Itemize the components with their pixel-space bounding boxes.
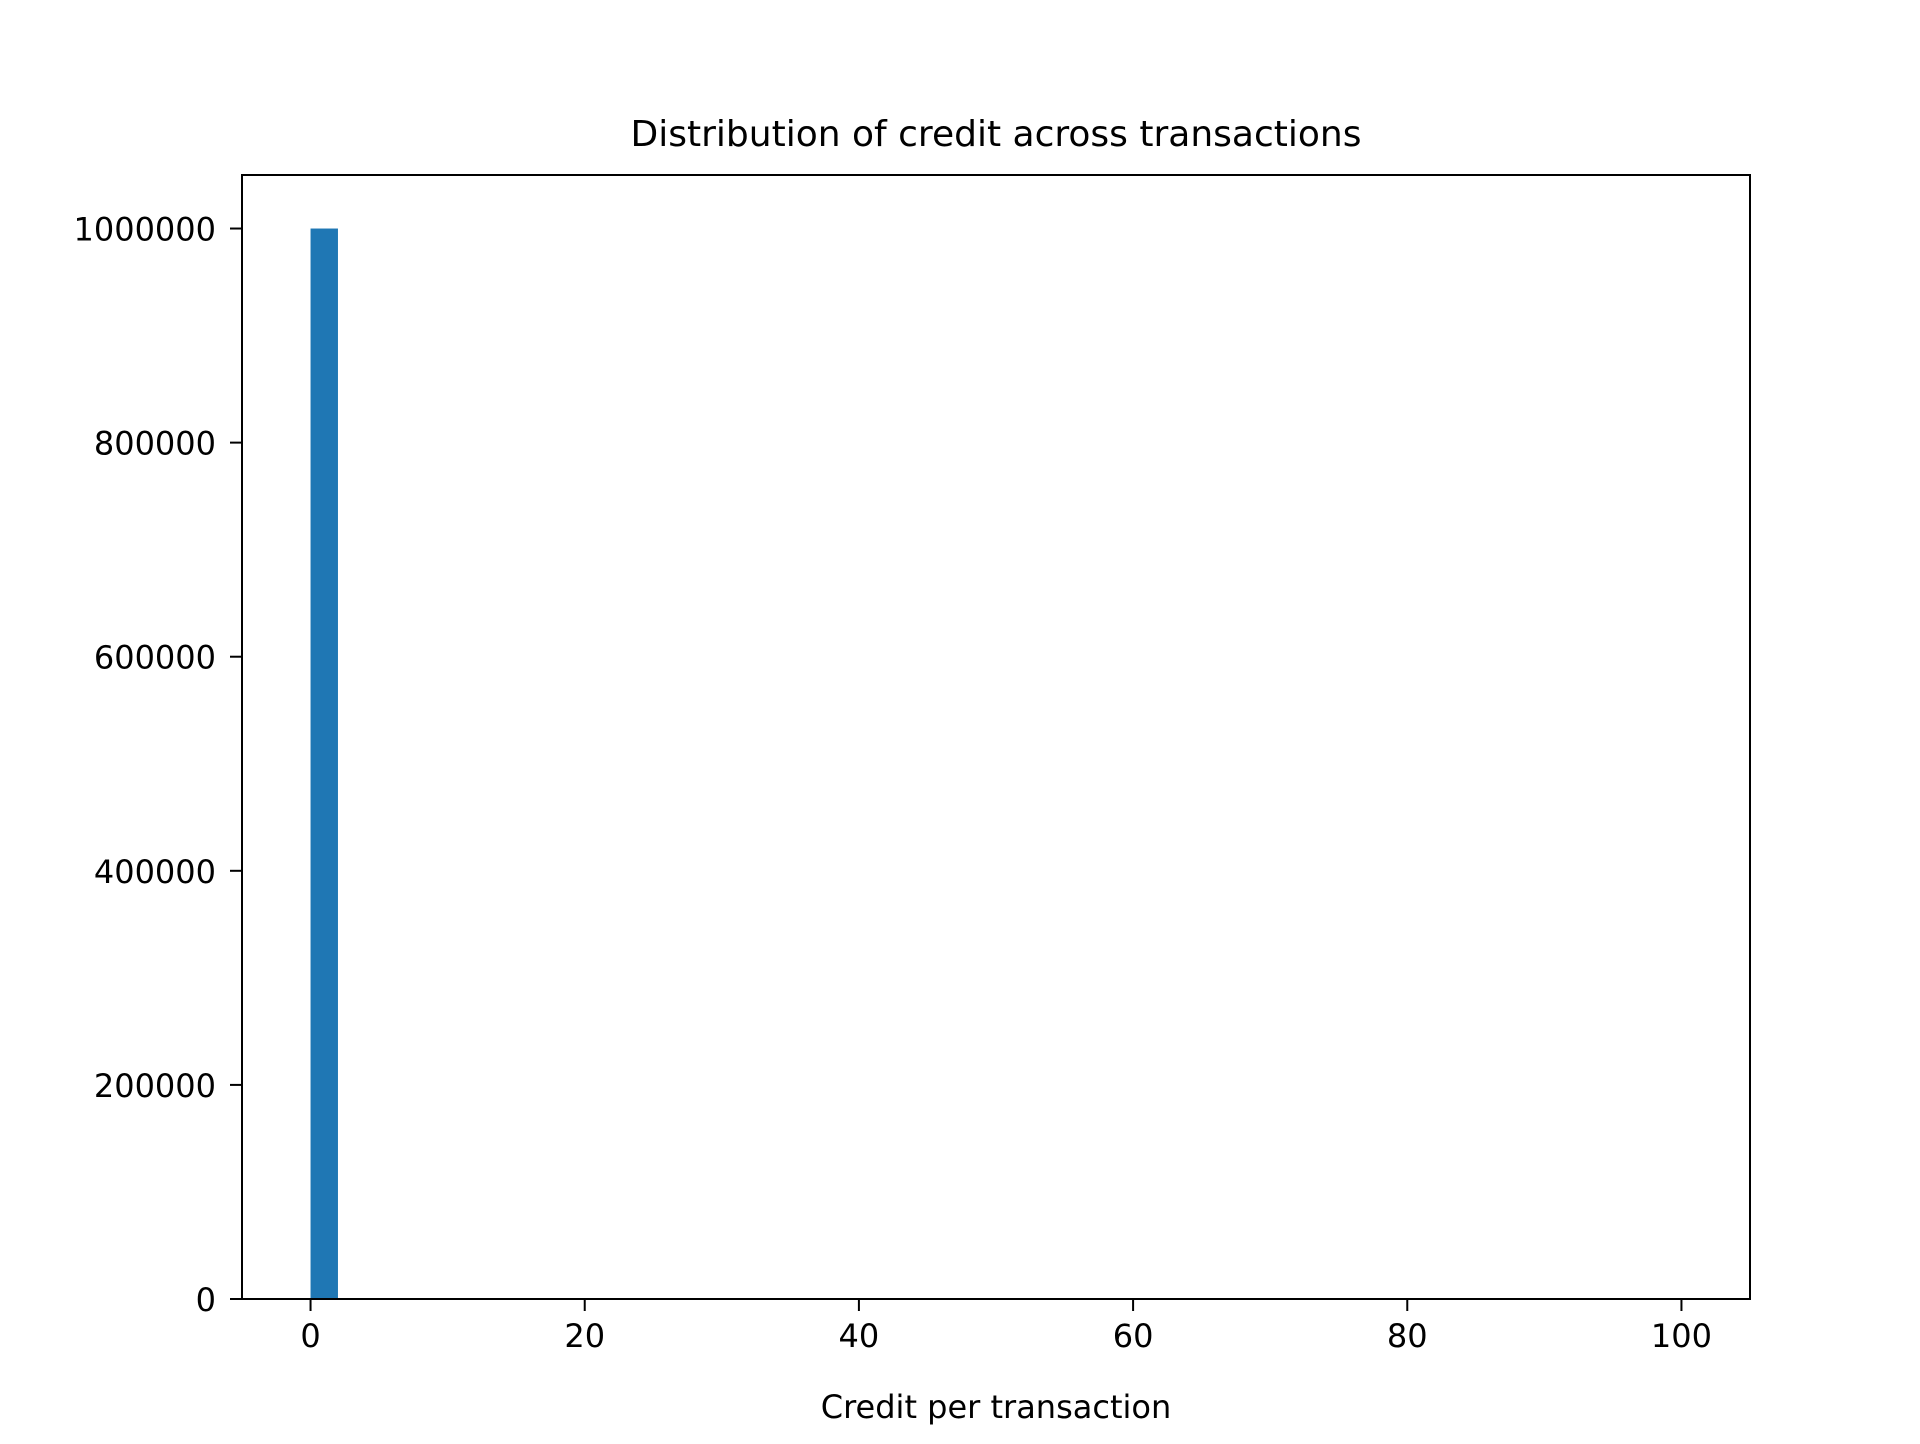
y-tick-label: 1000000 [73,211,216,249]
histogram-bar [310,228,338,1299]
y-tick-label: 0 [196,1281,216,1319]
bars-layer [310,228,338,1299]
chart-title: Distribution of credit across transactio… [631,114,1362,155]
y-tick-label: 400000 [94,853,216,891]
y-tick-label: 800000 [94,425,216,463]
x-tick-label: 40 [839,1317,880,1355]
y-axis: 0 200000 400000 600000 800000 1000000 [73,211,242,1319]
plot-frame [241,174,1751,1300]
x-tick-label: 20 [564,1317,605,1355]
x-tick-label: 60 [1113,1317,1154,1355]
x-axis-label: Credit per transaction [821,1388,1172,1426]
x-tick-label: 80 [1387,1317,1428,1355]
x-axis: 0 20 40 60 80 100 [300,1299,1712,1355]
y-tick-label: 600000 [94,639,216,677]
y-tick-label: 200000 [94,1067,216,1105]
x-tick-label: 100 [1651,1317,1712,1355]
x-tick-label: 0 [300,1317,320,1355]
